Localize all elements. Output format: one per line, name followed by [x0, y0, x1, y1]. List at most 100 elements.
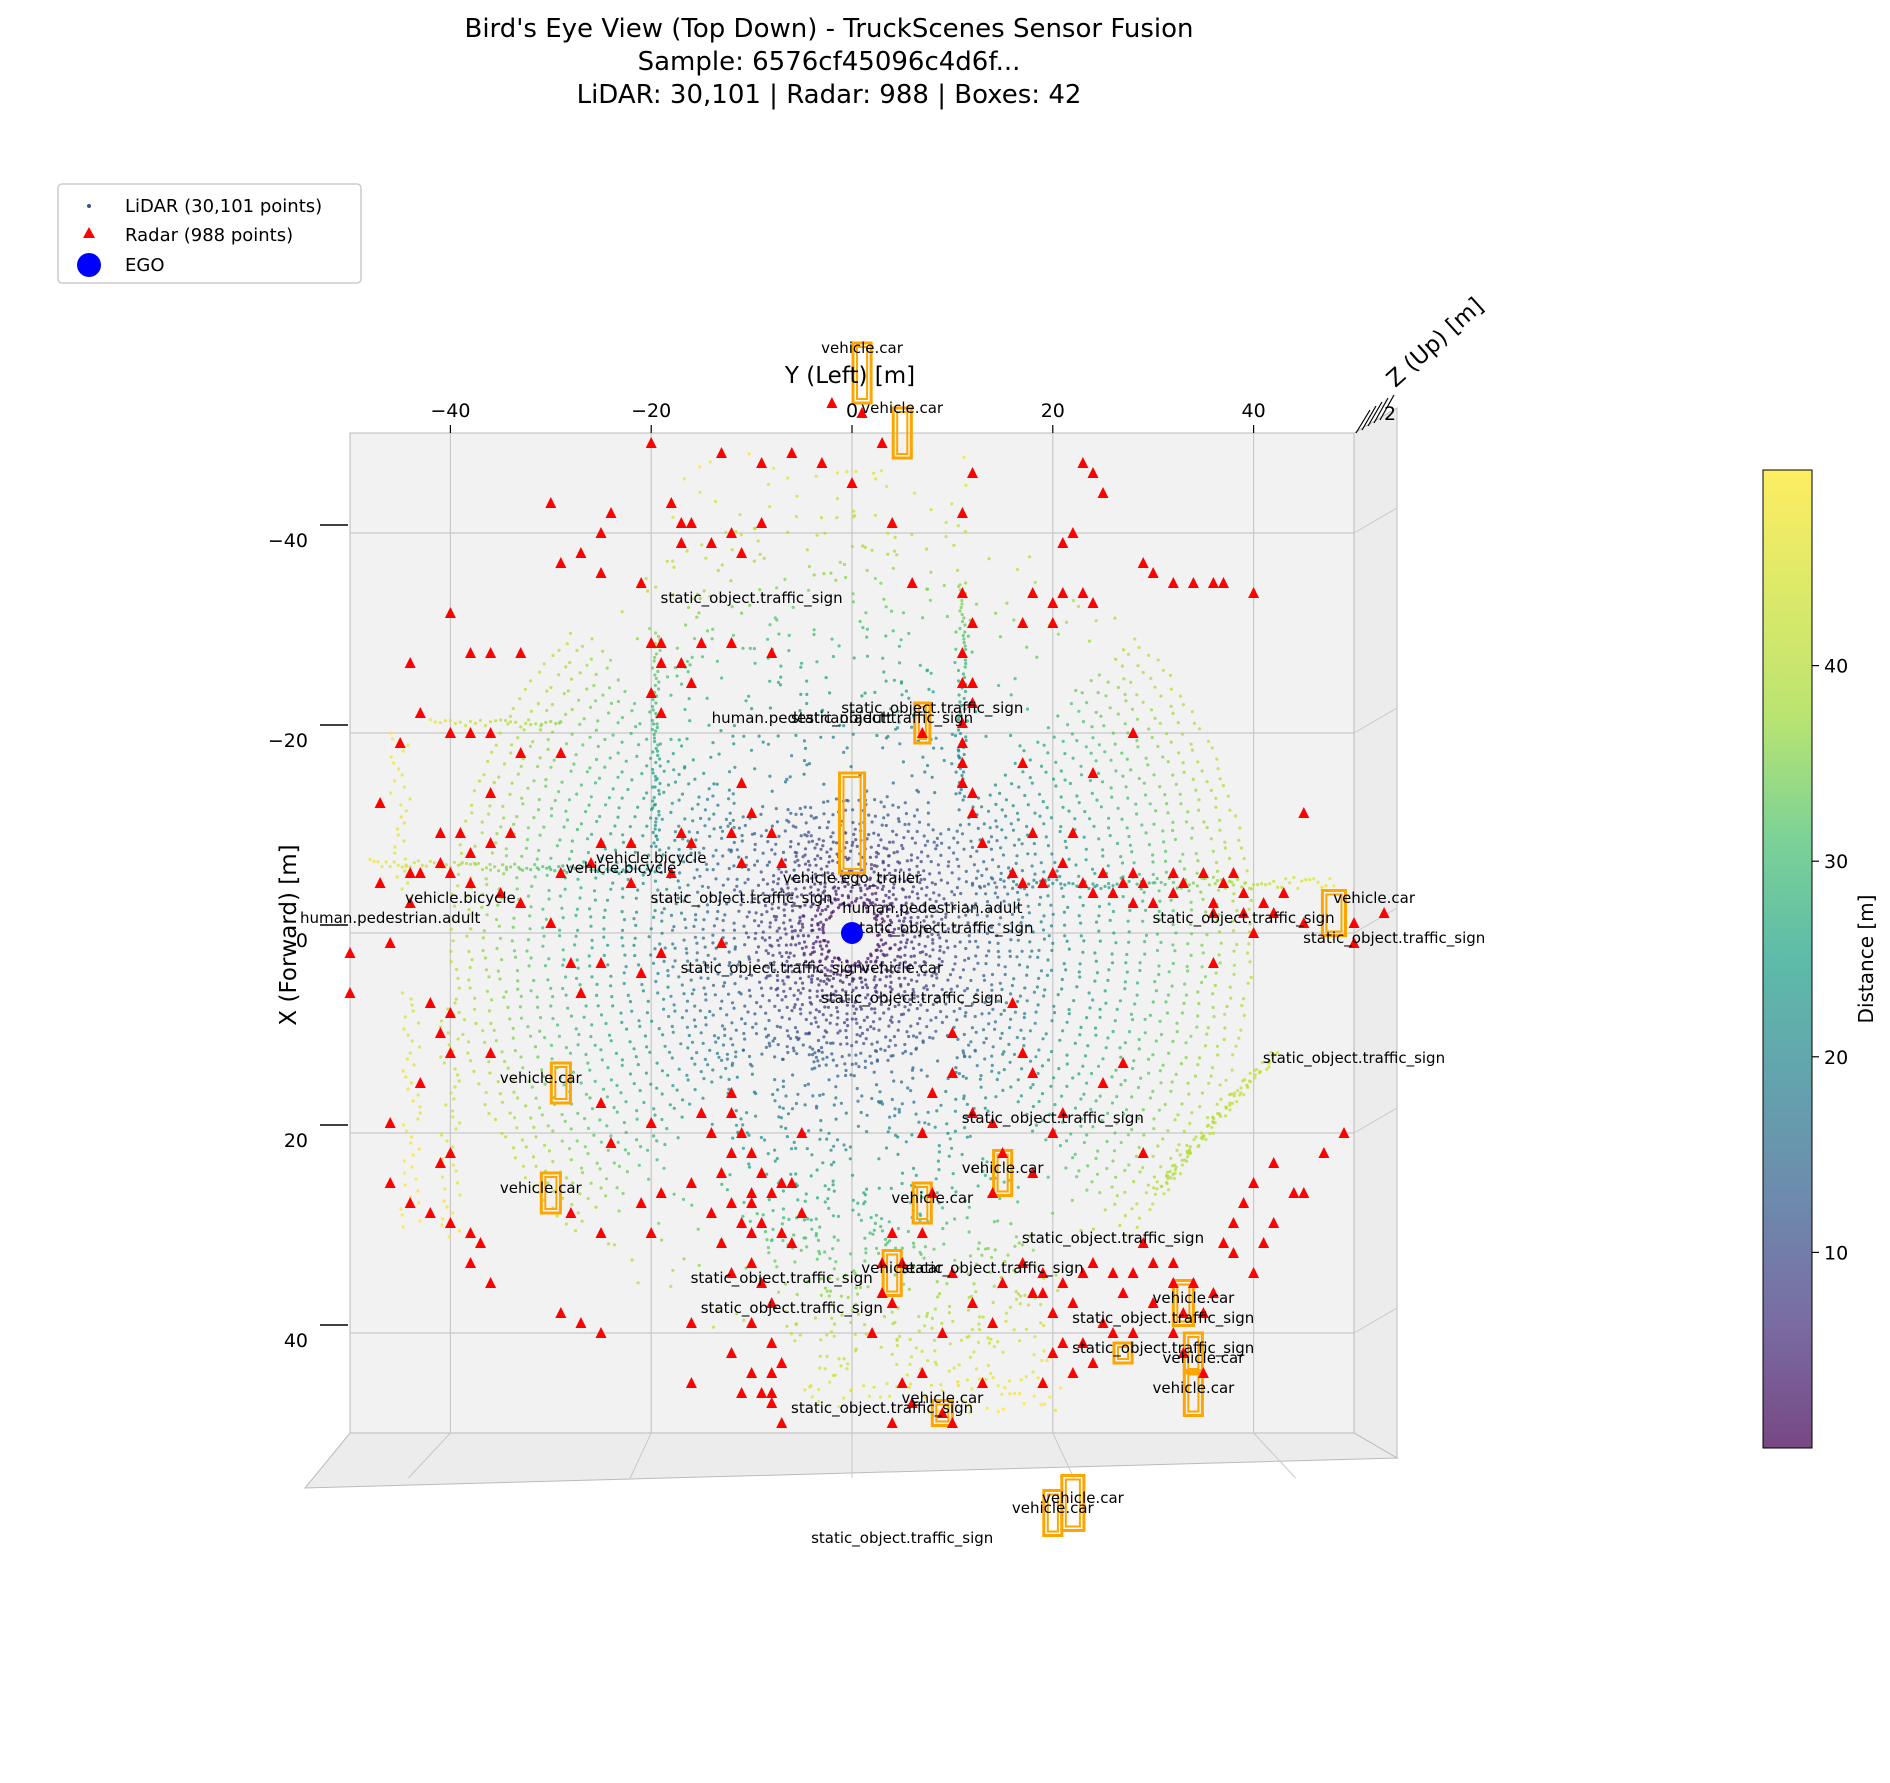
- lidar-point: [532, 816, 536, 820]
- lidar-point: [488, 1071, 492, 1075]
- lidar-point: [919, 1252, 923, 1256]
- lidar-point: [626, 1152, 631, 1156]
- lidar-point: [1008, 1026, 1012, 1030]
- lidar-point: [765, 910, 769, 914]
- lidar-point: [822, 1035, 826, 1039]
- lidar-point: [868, 876, 873, 880]
- lidar-point: [651, 961, 656, 965]
- lidar-point: [626, 787, 630, 792]
- lidar-point: [805, 878, 809, 883]
- lidar-point: [1164, 870, 1168, 874]
- lidar-point: [1033, 852, 1037, 856]
- lidar-point: [1073, 1041, 1077, 1045]
- lidar-point: [818, 944, 823, 948]
- lidar-point: [444, 863, 448, 867]
- lidar-point: [798, 1333, 802, 1337]
- lidar-point: [516, 979, 520, 983]
- lidar-point: [1159, 880, 1163, 885]
- lidar-point: [855, 844, 859, 849]
- lidar-point: [831, 654, 836, 659]
- lidar-point: [891, 781, 895, 785]
- lidar-point: [802, 914, 806, 918]
- lidar-point: [930, 914, 934, 918]
- lidar-point: [654, 816, 658, 821]
- lidar-point: [457, 1010, 461, 1015]
- box-label: vehicle.bicycle: [566, 859, 677, 877]
- lidar-point: [623, 689, 627, 694]
- lidar-point: [799, 991, 803, 995]
- lidar-point: [586, 1126, 591, 1130]
- lidar-point: [930, 881, 934, 885]
- lidar-point: [720, 1058, 724, 1062]
- lidar-point: [997, 683, 1001, 688]
- lidar-point: [708, 460, 712, 464]
- lidar-point: [673, 780, 678, 784]
- lidar-point: [1031, 1248, 1035, 1252]
- lidar-point: [822, 782, 826, 786]
- lidar-point: [951, 1319, 955, 1323]
- lidar-point: [965, 1216, 969, 1220]
- lidar-point: [1025, 893, 1029, 897]
- lidar-point: [669, 810, 673, 815]
- lidar-point: [926, 811, 931, 815]
- lidar-point: [986, 1109, 990, 1113]
- lidar-point: [884, 679, 888, 683]
- lidar-point: [1199, 890, 1203, 894]
- lidar-point: [901, 760, 906, 764]
- lidar-point: [853, 827, 857, 831]
- lidar-point: [963, 658, 968, 662]
- lidar-point: [1284, 877, 1288, 881]
- lidar-point: [974, 1290, 978, 1294]
- lidar-point: [967, 908, 971, 912]
- lidar-point: [863, 978, 868, 982]
- lidar-point: [538, 756, 542, 760]
- lidar-point: [749, 748, 754, 752]
- lidar-point: [1078, 975, 1082, 979]
- lidar-point: [776, 1088, 780, 1092]
- lidar-point: [792, 901, 796, 906]
- lidar-point: [1111, 909, 1116, 914]
- lidar-point: [702, 771, 706, 776]
- lidar-point: [773, 1078, 777, 1082]
- lidar-point: [720, 563, 724, 567]
- legend-lidar-marker: [87, 204, 91, 208]
- lidar-point: [1037, 792, 1042, 796]
- lidar-point: [897, 948, 901, 952]
- lidar-point: [1081, 903, 1085, 908]
- lidar-point: [802, 739, 807, 743]
- lidar-point: [747, 868, 751, 872]
- lidar-point: [1232, 972, 1236, 976]
- lidar-point: [1163, 859, 1168, 863]
- lidar-point: [726, 877, 730, 881]
- lidar-point: [991, 858, 995, 862]
- lidar-point: [1184, 1041, 1188, 1045]
- lidar-point: [886, 552, 890, 556]
- lidar-point: [698, 1009, 702, 1013]
- lidar-point: [869, 867, 874, 871]
- lidar-point: [716, 803, 720, 807]
- lidar-point: [841, 980, 845, 985]
- lidar-point: [890, 1070, 894, 1074]
- lidar-point: [761, 851, 765, 855]
- lidar-point: [939, 1010, 943, 1014]
- lidar-point: [1019, 1294, 1023, 1298]
- lidar-point: [478, 718, 483, 723]
- lidar-point: [1058, 1038, 1062, 1042]
- lidar-point: [501, 804, 505, 809]
- lidar-point: [1014, 1235, 1019, 1239]
- lidar-point: [1119, 855, 1123, 859]
- lidar-point: [1328, 877, 1332, 881]
- lidar-point: [777, 834, 781, 839]
- lidar-point: [651, 799, 655, 803]
- lidar-point: [732, 825, 736, 830]
- lidar-point: [735, 884, 739, 888]
- lidar-point: [777, 906, 781, 910]
- lidar-point: [1165, 1170, 1170, 1174]
- lidar-point: [609, 832, 613, 836]
- lidar-point: [620, 1063, 624, 1067]
- lidar-point: [477, 779, 482, 783]
- lidar-point: [862, 1018, 866, 1023]
- lidar-point: [1079, 934, 1083, 938]
- lidar-point: [671, 1030, 675, 1034]
- lidar-point: [785, 975, 789, 979]
